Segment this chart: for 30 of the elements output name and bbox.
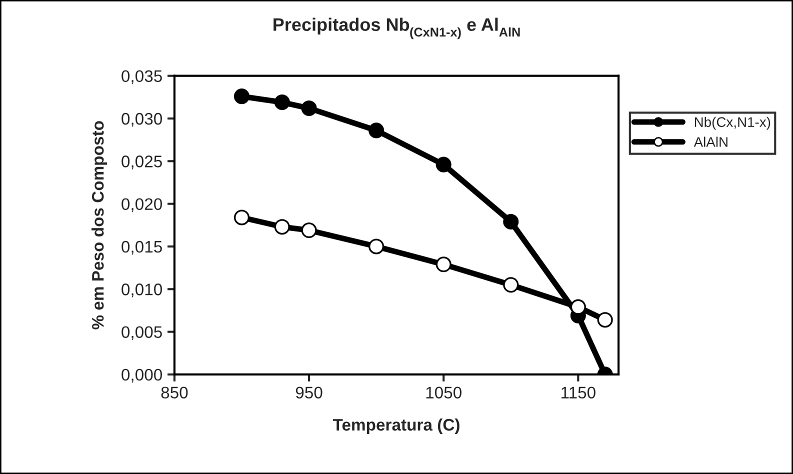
point <box>570 299 586 315</box>
point <box>436 156 452 172</box>
point <box>368 122 384 138</box>
x-tick-label: 1150 <box>562 386 596 399</box>
y-tick-label: 0,020 <box>122 198 162 212</box>
point <box>274 219 290 235</box>
y-tick-label: 0,005 <box>122 326 162 340</box>
legend-label: AlAlN <box>694 136 728 147</box>
point <box>597 312 613 328</box>
y-tick-label: 0,025 <box>122 156 162 170</box>
y-axis-title: % em Peso dos Composto <box>92 121 108 330</box>
y-tick-label: 0,035 <box>122 70 162 84</box>
point <box>436 256 452 272</box>
y-tick-label: 0,000 <box>122 368 162 383</box>
point <box>234 88 250 104</box>
legend-label: Nb(Cx,N1-x) <box>694 116 770 130</box>
y-tick-label: 0,030 <box>122 112 162 127</box>
point <box>301 100 317 116</box>
point <box>503 214 519 230</box>
y-tick-label: 0,010 <box>122 284 162 298</box>
point <box>301 222 317 238</box>
x-tick-label: 850 <box>161 386 188 399</box>
y-tick-label: 0,015 <box>122 240 162 255</box>
point <box>368 238 384 254</box>
x-axis-title: Temperatura (C) <box>332 418 460 434</box>
x-tick-label: 950 <box>296 386 322 399</box>
point <box>234 210 250 226</box>
point <box>503 277 519 293</box>
x-tick-label: 1050 <box>426 386 462 399</box>
point <box>274 94 290 110</box>
